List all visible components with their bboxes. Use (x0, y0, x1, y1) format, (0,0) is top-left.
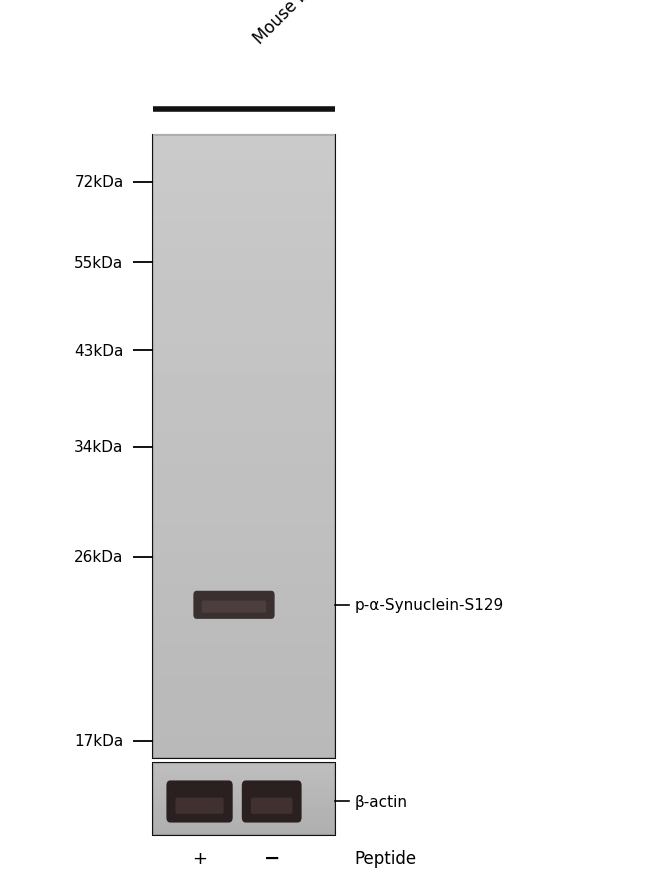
Text: 55kDa: 55kDa (74, 255, 124, 271)
FancyBboxPatch shape (242, 781, 302, 823)
Bar (153, 136, 335, 759)
FancyBboxPatch shape (202, 601, 266, 613)
Text: 72kDa: 72kDa (74, 175, 124, 190)
FancyBboxPatch shape (166, 781, 233, 823)
FancyBboxPatch shape (251, 798, 292, 814)
Bar (153, 763, 335, 835)
Text: Peptide: Peptide (354, 849, 417, 866)
Text: +: + (192, 849, 207, 866)
FancyBboxPatch shape (176, 798, 224, 814)
Text: β-actin: β-actin (354, 794, 408, 809)
Text: p-α-Synuclein-S129: p-α-Synuclein-S129 (354, 597, 504, 613)
Text: 43kDa: 43kDa (74, 343, 124, 359)
Text: 17kDa: 17kDa (74, 733, 124, 749)
Text: 26kDa: 26kDa (74, 549, 124, 565)
Text: −: − (263, 848, 280, 867)
Text: 34kDa: 34kDa (74, 439, 124, 455)
FancyBboxPatch shape (194, 591, 274, 619)
Text: Mouse brain: Mouse brain (250, 0, 335, 47)
